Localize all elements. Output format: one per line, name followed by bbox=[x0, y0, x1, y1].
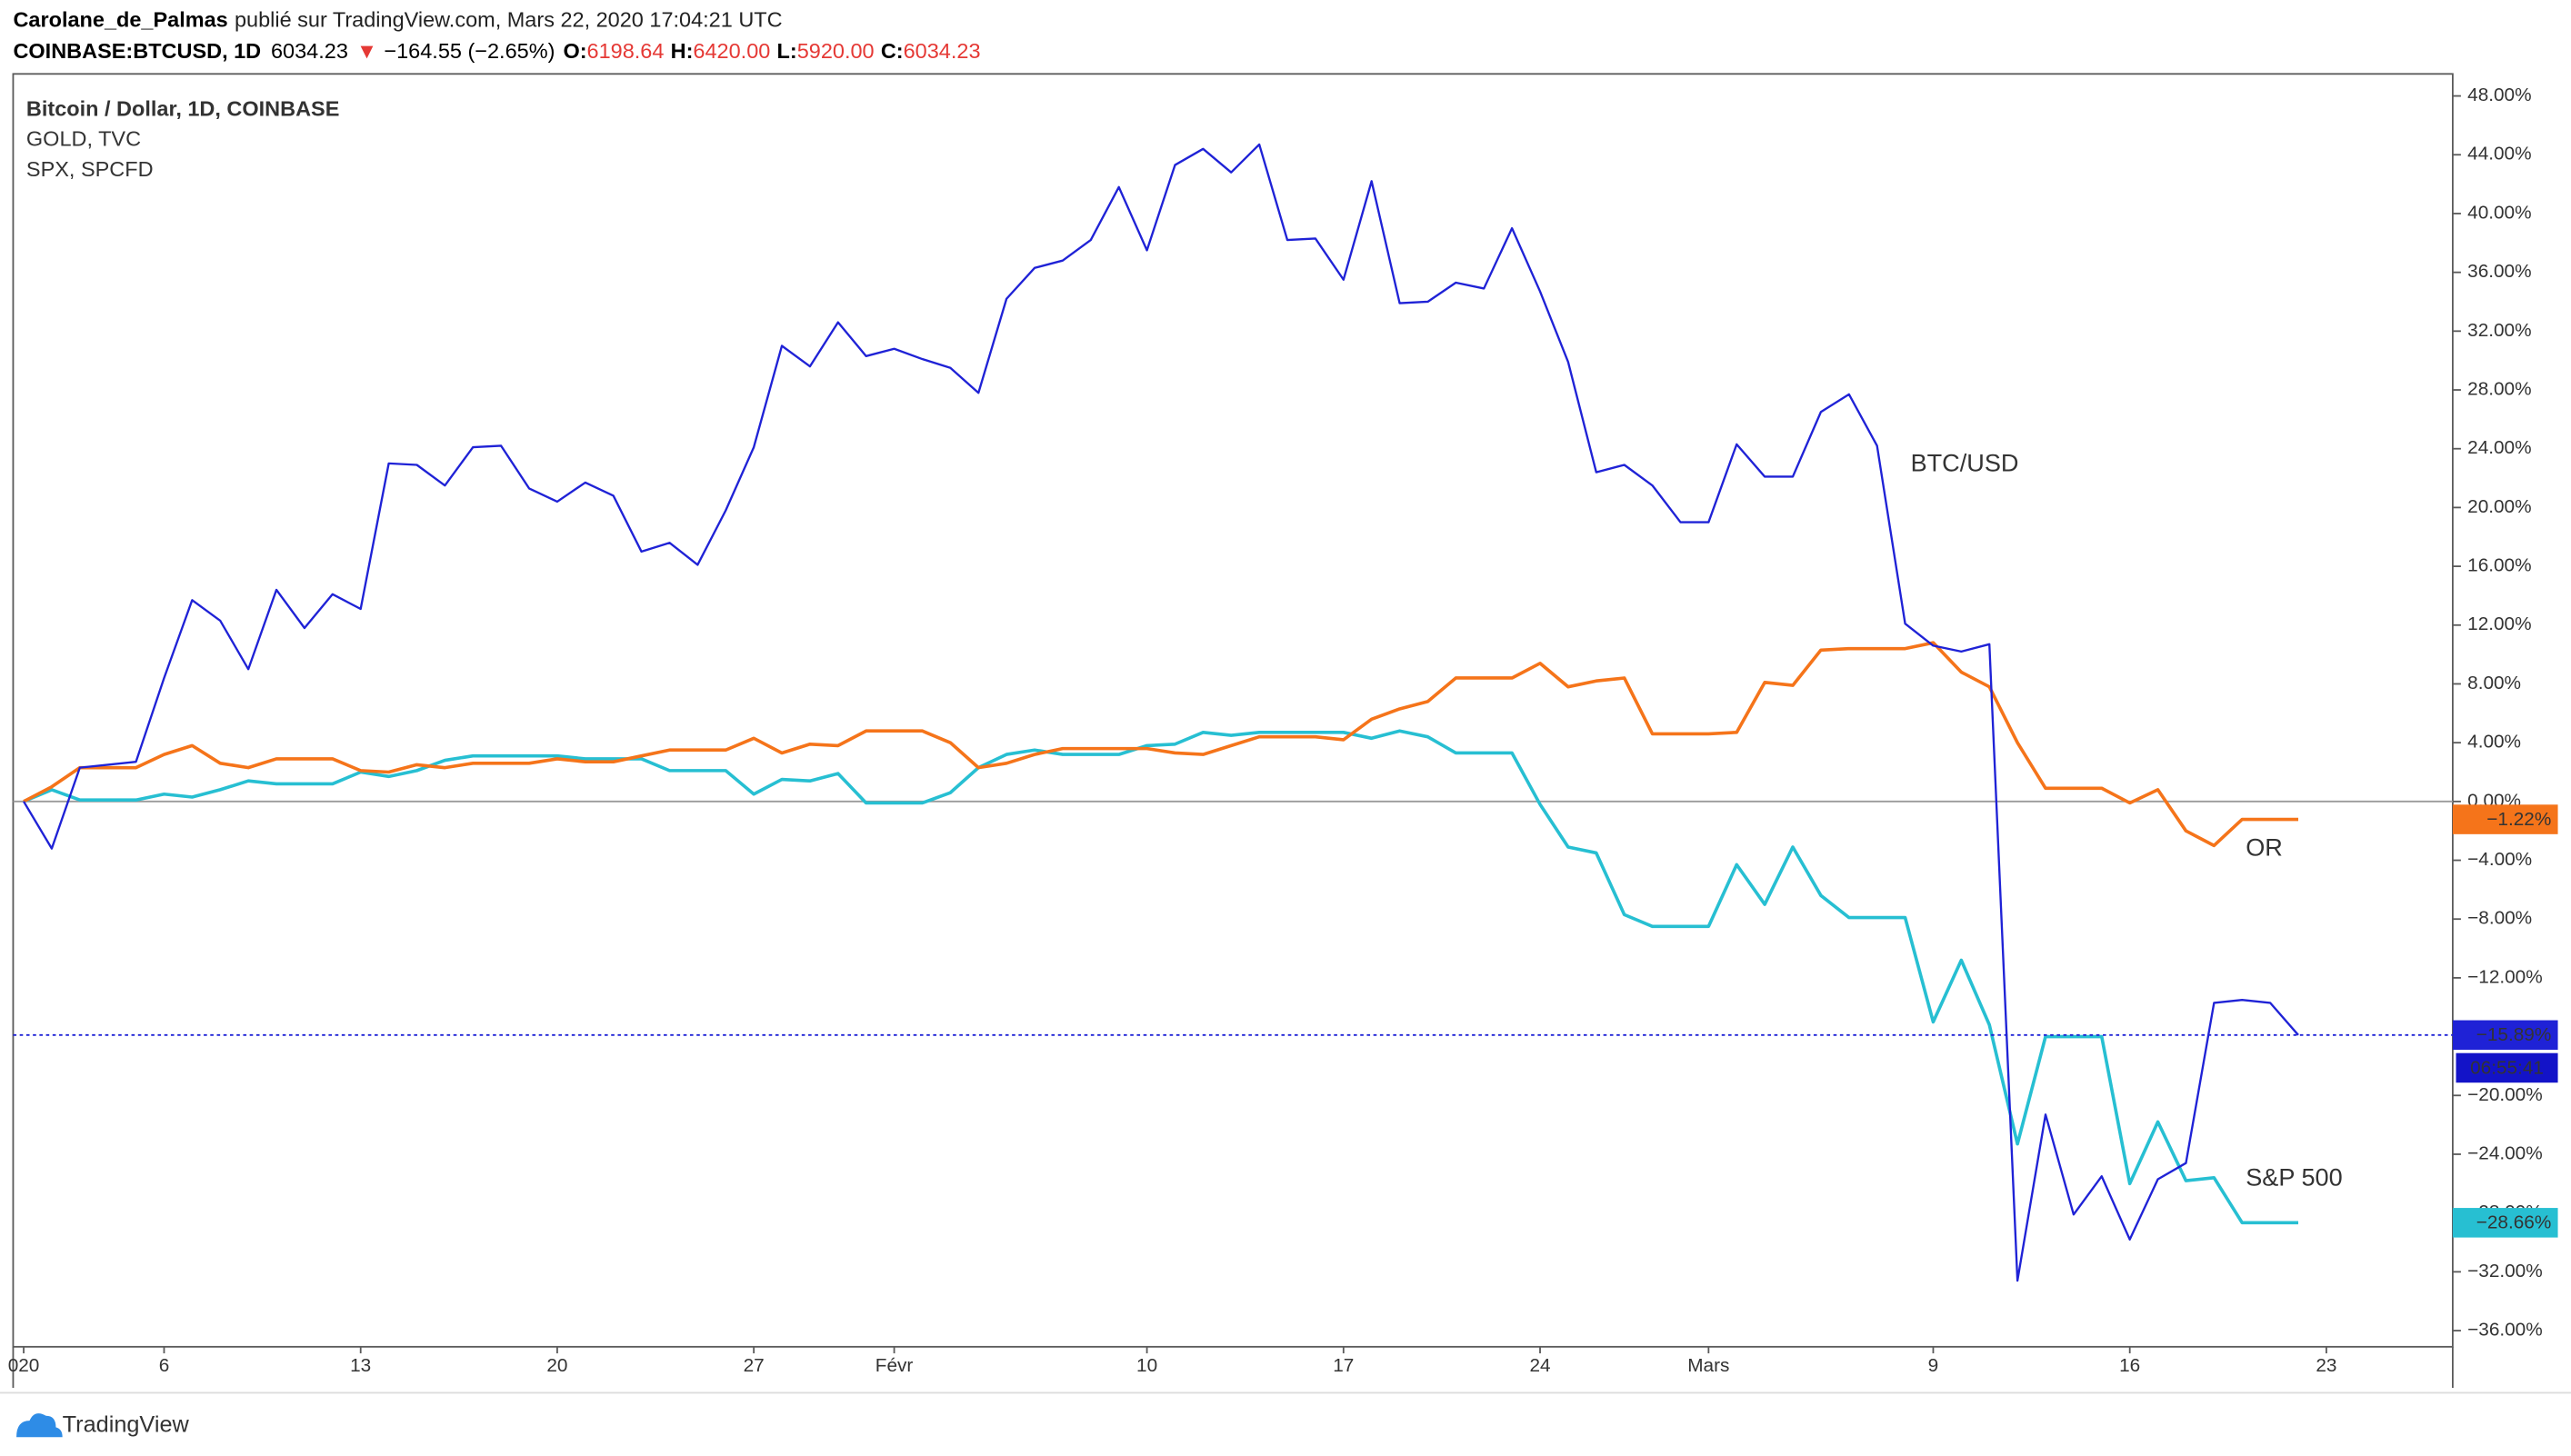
annotation: OR bbox=[2246, 833, 2283, 861]
y-tick-label: 16.00% bbox=[2467, 555, 2531, 576]
x-tick-label: 24 bbox=[1529, 1355, 1550, 1376]
last-value-label: −15.89% bbox=[2476, 1024, 2552, 1045]
open-label: O: bbox=[563, 39, 586, 63]
y-tick-label: −36.00% bbox=[2467, 1320, 2543, 1341]
y-tick-label: −32.00% bbox=[2467, 1261, 2543, 1281]
y-tick-label: 36.00% bbox=[2467, 261, 2531, 282]
open: 6198.64 bbox=[587, 39, 665, 63]
plot-frame bbox=[12, 73, 2454, 1348]
low: 5920.00 bbox=[797, 39, 875, 63]
author: Carolane_de_Palmas bbox=[13, 8, 227, 32]
x-tick-label: 020 bbox=[8, 1355, 40, 1376]
y-tick-label: 32.00% bbox=[2467, 320, 2531, 341]
x-tick-label: 6 bbox=[159, 1355, 170, 1376]
quote-line: COINBASE:BTCUSD, 1D 6034.23 ▼ −164.55 (−2.6… bbox=[13, 39, 980, 63]
annotation: S&P 500 bbox=[2246, 1163, 2342, 1192]
x-tick-label: 16 bbox=[2119, 1355, 2140, 1376]
y-tick-label: 20.00% bbox=[2467, 496, 2531, 517]
symbol: COINBASE:BTCUSD, 1D bbox=[13, 39, 261, 63]
header-line: Carolane_de_Palmas publié sur TradingView… bbox=[13, 8, 782, 32]
x-tick-label: 23 bbox=[2316, 1355, 2336, 1376]
high: 6420.00 bbox=[693, 39, 770, 63]
last-value-label: −28.66% bbox=[2476, 1212, 2552, 1233]
y-tick-label: 8.00% bbox=[2467, 673, 2521, 693]
y-tick-label: 40.00% bbox=[2467, 202, 2531, 223]
x-tick-label: 17 bbox=[1333, 1355, 1354, 1376]
countdown-badge bbox=[2456, 1052, 2558, 1083]
close: 6034.23 bbox=[904, 39, 981, 63]
last-price: 6034.23 bbox=[271, 39, 348, 63]
y-tick-label: −4.00% bbox=[2467, 849, 2532, 870]
x-tick-label: Févr bbox=[875, 1355, 914, 1376]
annotation: BTC/USD bbox=[1911, 449, 2019, 477]
y-tick-label: −12.00% bbox=[2467, 966, 2543, 987]
countdown: 06:55:41 bbox=[2470, 1057, 2544, 1078]
published: publié sur TradingView.com, Mars 22, 202… bbox=[235, 8, 783, 32]
logo-icon bbox=[16, 1413, 63, 1438]
down-arrow: ▼ bbox=[356, 39, 377, 63]
x-tick-label: Mars bbox=[1687, 1355, 1729, 1376]
y-tick-label: 12.00% bbox=[2467, 613, 2531, 634]
y-tick-label: 48.00% bbox=[2467, 85, 2531, 105]
series-line bbox=[23, 143, 2299, 1282]
change: −164.55 (−2.65%) bbox=[384, 39, 555, 63]
last-value-label: −1.22% bbox=[2486, 809, 2551, 830]
last-value-badge bbox=[2452, 804, 2558, 834]
x-tick-label: 13 bbox=[350, 1355, 371, 1376]
y-tick-label: 44.00% bbox=[2467, 144, 2531, 165]
low-label: L: bbox=[777, 39, 797, 63]
y-tick-label: −20.00% bbox=[2467, 1084, 2543, 1105]
legend-entry: Bitcoin / Dollar, 1D, COINBASE bbox=[26, 96, 339, 120]
y-tick-label: 4.00% bbox=[2467, 732, 2521, 753]
x-tick-label: 27 bbox=[744, 1355, 765, 1376]
x-tick-label: 9 bbox=[1928, 1355, 1939, 1376]
footer-brand: TradingView bbox=[63, 1411, 190, 1437]
series-line bbox=[23, 729, 2299, 1225]
y-tick-label: 24.00% bbox=[2467, 437, 2531, 458]
x-tick-label: 20 bbox=[546, 1355, 567, 1376]
legend-entry: SPX, SPCFD bbox=[26, 157, 154, 181]
y-tick-label: −24.00% bbox=[2467, 1142, 2543, 1163]
y-tick-label: 28.00% bbox=[2467, 379, 2531, 400]
last-value-badge bbox=[2452, 1208, 2558, 1238]
y-tick-label: −8.00% bbox=[2467, 908, 2532, 929]
series-line bbox=[23, 641, 2299, 848]
legend-entry: GOLD, TVC bbox=[26, 127, 141, 151]
x-tick-label: 10 bbox=[1136, 1355, 1157, 1376]
last-value-badge bbox=[2452, 1020, 2558, 1051]
high-label: H: bbox=[671, 39, 694, 63]
close-label: C: bbox=[881, 39, 904, 63]
